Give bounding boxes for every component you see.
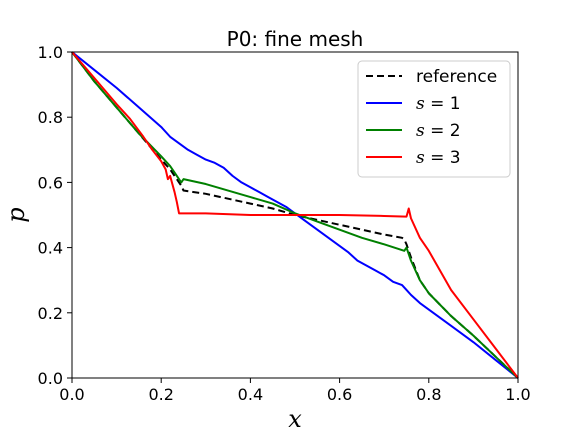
legend-eq-3: = xyxy=(425,148,450,168)
y-tick-label: 1.0 xyxy=(38,43,63,62)
legend-label-0: reference xyxy=(416,67,497,87)
legend-eq-2: = xyxy=(425,121,450,141)
x-axis-label: x xyxy=(288,405,302,432)
series-line-1 xyxy=(71,51,519,379)
x-tick-label: 0.8 xyxy=(416,385,441,404)
legend-label-2: s = 2 xyxy=(416,121,461,141)
y-tick-label: 0.0 xyxy=(38,369,63,388)
legend-value-1: 1 xyxy=(450,94,461,114)
ticks: 0.0 0.2 0.4 0.6 0.8 1.0 0.0 0.2 0.4 0.6 0.8 1.0 xyxy=(38,43,531,404)
legend-label-1: s = 1 xyxy=(416,94,461,114)
y-tick-label: 0.4 xyxy=(38,239,63,258)
legend-box xyxy=(357,60,511,178)
x-tick-label: 0.4 xyxy=(238,385,263,404)
x-tick-label: 0.6 xyxy=(327,385,352,404)
x-tick-label: 0.2 xyxy=(148,385,173,404)
legend-value-2: 2 xyxy=(450,121,461,141)
legend-eq-1: = xyxy=(425,94,450,114)
legend-label-3: s = 3 xyxy=(416,148,461,168)
y-tick-label: 0.8 xyxy=(38,108,63,127)
series-line-3 xyxy=(71,51,519,379)
y-axis-label: p xyxy=(2,207,30,222)
series-layer xyxy=(71,51,519,379)
x-tick-label: 1.0 xyxy=(505,385,530,404)
legend-var-1: s xyxy=(416,94,425,114)
series-line-2 xyxy=(71,51,519,379)
x-tick-label: 0.0 xyxy=(59,385,84,404)
chart-title: P0: fine mesh xyxy=(227,27,364,51)
legend-var-2: s xyxy=(416,121,425,141)
legend-value-3: 3 xyxy=(450,148,461,168)
plot-frame xyxy=(71,51,519,379)
legend-var-3: s xyxy=(416,148,425,168)
y-tick-label: 0.2 xyxy=(38,304,63,323)
y-tick-label: 0.6 xyxy=(38,173,63,192)
